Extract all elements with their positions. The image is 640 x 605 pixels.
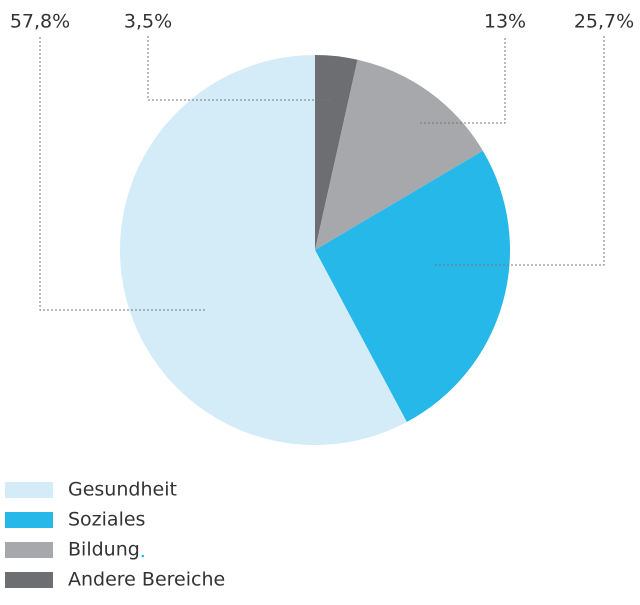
legend-swatch: [5, 542, 53, 558]
leader-line: [147, 36, 330, 101]
pie-slice: [315, 59, 483, 251]
data-label: 25,7%: [574, 11, 634, 33]
leader-line: [39, 36, 205, 311]
legend-label: Andere Bereiche: [68, 569, 225, 591]
pie-slice: [315, 55, 358, 250]
leader-line: [420, 36, 506, 124]
pie-slice: [120, 55, 407, 445]
pie-slice: [315, 150, 511, 423]
data-label: 57,8%: [10, 11, 70, 33]
data-label: 3,5%: [124, 11, 172, 33]
data-label: 13%: [484, 11, 526, 33]
legend-label: Gesundheit: [68, 479, 177, 501]
legend-swatch: [5, 572, 53, 588]
legend-label: Soziales: [68, 509, 145, 531]
leader-line: [435, 36, 605, 266]
legend-label: Bildung: [68, 539, 140, 561]
legend-dot: [141, 554, 145, 558]
legend-swatch: [5, 482, 53, 498]
legend-swatch: [5, 512, 53, 528]
